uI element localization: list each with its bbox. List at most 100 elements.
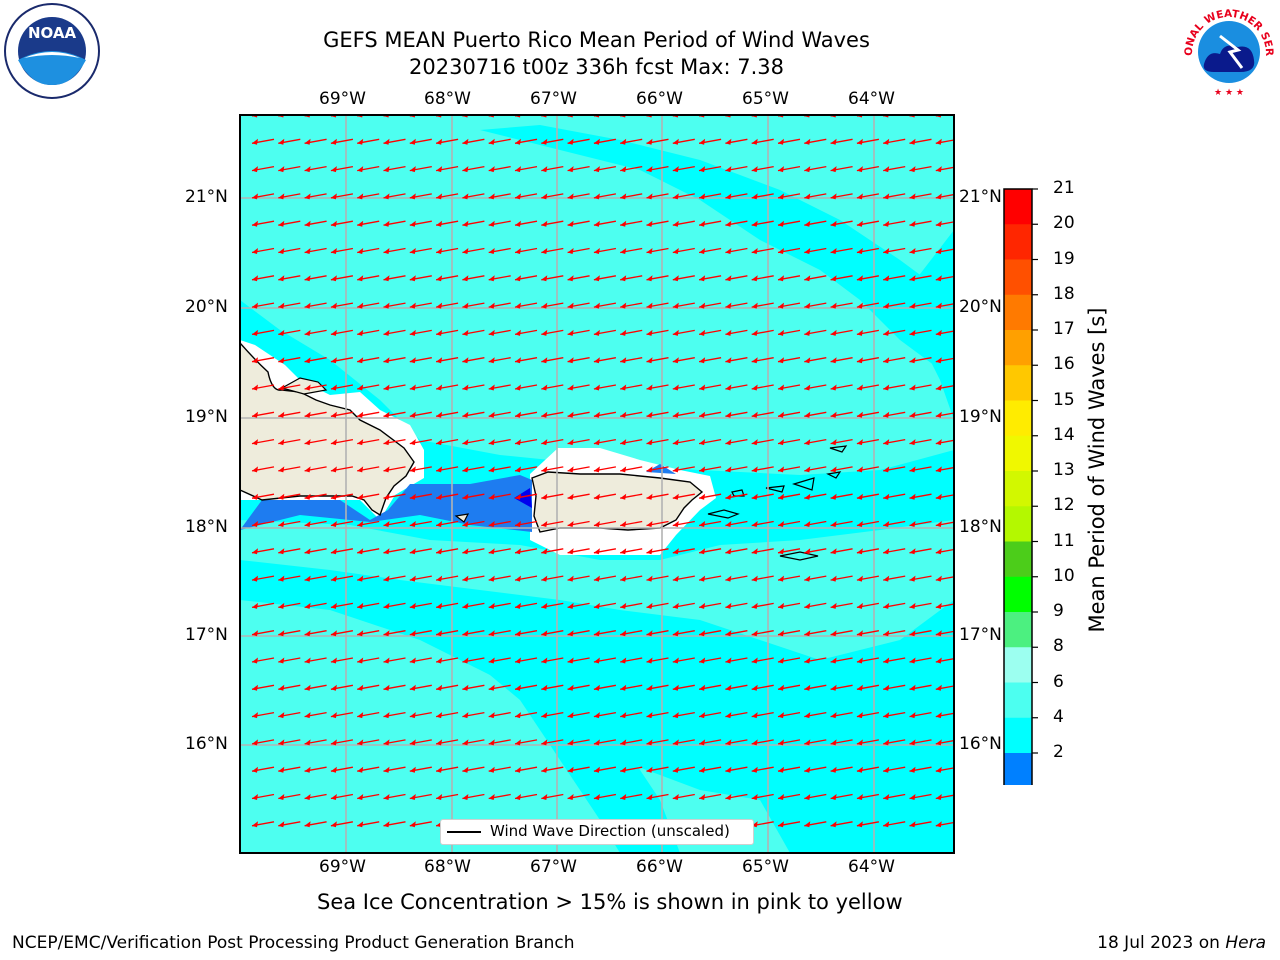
wind-arrow-head (830, 329, 837, 336)
wind-arrow-head (304, 193, 311, 200)
colorbar-tick-label: 11 (1053, 530, 1075, 551)
wind-arrow-head (856, 630, 863, 637)
wind-arrow-head (725, 521, 732, 527)
wind-arrow-head (488, 766, 495, 773)
wind-arrow-head (909, 821, 916, 828)
wind-arrow-head (488, 739, 495, 746)
wind-arrow-head (488, 138, 495, 145)
wind-arrow-head (567, 220, 574, 227)
wind-arrow-head (804, 548, 811, 555)
wind-arrow-head (778, 821, 784, 828)
wind-arrow-head (778, 712, 784, 719)
wind-arrow-head (883, 821, 890, 828)
colorbar-tick-label: 9 (1053, 601, 1064, 621)
wind-arrow-head (804, 712, 811, 719)
lat-tick-left: 20°N (185, 297, 228, 317)
wind-arrow-head (357, 548, 364, 555)
wind-arrow-head (541, 766, 548, 773)
wind-arrow-head (646, 411, 653, 418)
wind-arrow-head (751, 439, 758, 446)
wind-arrow-head (436, 329, 443, 336)
wind-arrow-head (409, 548, 416, 555)
wind-arrow-head (593, 138, 600, 145)
wind-arrow-head (409, 411, 416, 418)
wind-arrow-head (515, 712, 521, 719)
wind-arrow-head (462, 712, 469, 719)
wind-arrow-head (357, 357, 364, 364)
wind-arrow-head (804, 466, 811, 473)
wind-arrow-head (804, 166, 811, 173)
wind-arrow-head (567, 657, 574, 664)
wind-arrow-head (778, 384, 784, 391)
lat-tick-right: 20°N (959, 297, 1002, 317)
wind-arrow-head (409, 166, 416, 173)
wind-arrow-head (330, 657, 337, 664)
wind-arrow-head (830, 657, 837, 664)
wind-arrow-head (304, 493, 311, 500)
wind-arrow-head (330, 138, 337, 145)
wind-arrow-head (909, 466, 916, 473)
colorbar (1003, 188, 1038, 785)
wind-arrow-head (620, 220, 627, 227)
wind-arrow-head (515, 302, 521, 309)
wind-arrow-head (515, 548, 521, 555)
wind-arrow-head (409, 684, 416, 691)
wind-arrow-head (330, 712, 337, 719)
wind-arrow-head (593, 684, 600, 691)
wind-arrow-head (515, 575, 521, 582)
colorbar-tick-label: 15 (1053, 389, 1075, 410)
wind-arrow-head (856, 794, 863, 800)
wind-arrow-head (751, 193, 758, 200)
wind-arrow-head (278, 248, 285, 254)
wind-arrow-head (778, 766, 784, 773)
wind-arrow-head (515, 630, 521, 637)
wind-arrow-head (252, 821, 258, 828)
wind-arrow-head (909, 166, 916, 173)
colorbar-segment (1004, 471, 1032, 507)
wind-arrow-head (593, 493, 600, 500)
wind-arrow-head (541, 138, 548, 145)
wind-arrow-head (383, 575, 390, 582)
wind-arrow-head (383, 439, 390, 446)
wind-arrow-head (778, 138, 784, 145)
wind-arrow-head (856, 712, 863, 719)
wind-arrow-head (620, 439, 627, 446)
wind-arrow-head (357, 521, 364, 527)
wind-arrow-head (541, 275, 548, 282)
wind-arrow-head (804, 275, 811, 282)
wind-arrow-head (856, 548, 863, 555)
wind-arrow-head (909, 384, 916, 391)
wind-arrow-head (778, 739, 784, 746)
wind-arrow-head (620, 248, 627, 254)
colorbar-segment (1004, 647, 1032, 684)
wind-arrow-head (409, 493, 416, 500)
colorbar-segment (1004, 224, 1032, 261)
wind-arrow-head (856, 739, 863, 746)
wind-arrow-head (488, 657, 495, 664)
wind-arrow-head (883, 439, 890, 446)
wind-arrow-head (725, 630, 732, 637)
wind-arrow-head (672, 411, 679, 418)
wind-arrow-head (830, 166, 837, 173)
wind-arrow-head (488, 220, 495, 227)
wind-arrow-head (436, 439, 443, 446)
wind-arrow-head (909, 138, 916, 145)
wind-arrow-head (751, 302, 758, 309)
wind-arrow-head (462, 302, 469, 309)
wind-arrow-head (252, 684, 258, 691)
wind-arrow-head (567, 357, 574, 364)
wind-arrow-head (593, 657, 600, 664)
colorbar-segment (1004, 717, 1032, 754)
wind-arrow-head (883, 275, 890, 282)
wind-arrow-head (646, 329, 653, 336)
wind-arrow-head (409, 220, 416, 227)
wind-arrow-head (252, 521, 258, 527)
wind-arrow-head (252, 630, 258, 637)
wind-arrow-head (699, 193, 706, 200)
wind-arrow-head (488, 357, 495, 364)
wind-arrow-head (830, 712, 837, 719)
wind-arrow-head (488, 712, 495, 719)
wind-arrow-head (804, 794, 811, 800)
wind-arrow-head (541, 166, 548, 173)
wind-arrow-head (778, 657, 784, 664)
